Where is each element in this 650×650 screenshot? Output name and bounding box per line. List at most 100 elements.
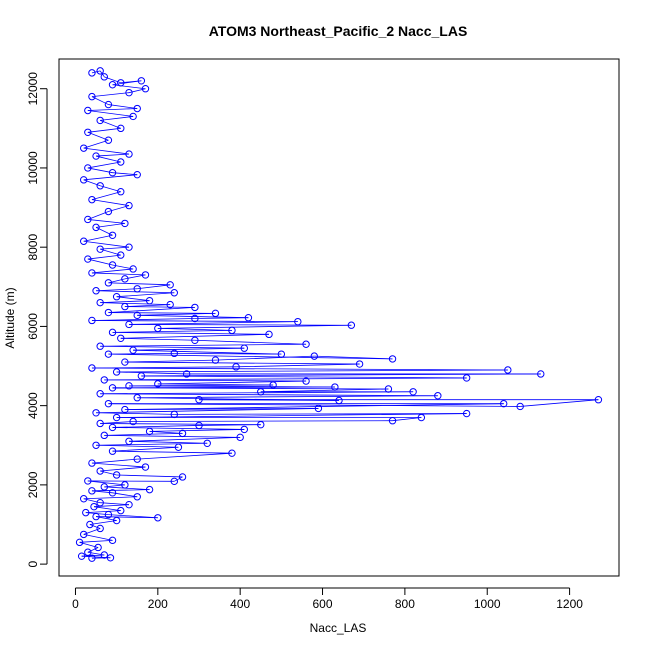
data-point [125, 243, 133, 251]
data-point [106, 554, 115, 562]
data-point [117, 334, 125, 342]
data-point [108, 81, 117, 89]
data-point [355, 360, 364, 368]
data-point [133, 311, 141, 320]
series-line-segment [87, 127, 121, 133]
data-point [86, 520, 94, 529]
series-line-segment [100, 246, 130, 250]
data-point [133, 455, 141, 463]
data-point [75, 538, 84, 547]
data-point [133, 493, 141, 501]
series-line-segment [87, 108, 138, 111]
x-axis-label: Nacc_LAS [310, 621, 367, 635]
data-point [84, 255, 92, 263]
y-tick-label: 4000 [26, 392, 40, 419]
series-line-segment [91, 272, 146, 276]
series-line-segment [87, 258, 113, 266]
series-line-segment [112, 331, 270, 335]
x-tick-label: 200 [148, 597, 168, 611]
data-point [129, 265, 137, 273]
series-line-segment [133, 349, 282, 355]
series-line-segment [89, 524, 101, 529]
data-point [314, 404, 323, 413]
series-line-segment [91, 92, 130, 98]
data-point [257, 420, 265, 429]
data-point [84, 477, 92, 485]
series-line-segment [157, 327, 232, 331]
series-line-segment [112, 425, 200, 428]
series-line-segment [83, 174, 138, 181]
data-point [170, 349, 178, 358]
data-point [92, 441, 100, 449]
data-point [240, 425, 248, 434]
data-point [100, 431, 108, 440]
series-line-segment [112, 84, 146, 90]
data-point [195, 421, 203, 430]
data-point [117, 188, 125, 196]
y-tick-label: 8000 [26, 234, 40, 261]
data-point [145, 485, 154, 494]
x-tick-label: 400 [230, 597, 250, 611]
data-point [121, 405, 129, 414]
y-tick-label: 12000 [26, 72, 40, 106]
data-point [108, 447, 117, 455]
data-point [191, 314, 199, 323]
data-point [269, 381, 277, 389]
data-point [117, 506, 125, 515]
series-line-segment [133, 420, 393, 422]
x-tick-label: 800 [395, 597, 415, 611]
series-line-segment [137, 284, 171, 290]
data-point [129, 346, 137, 354]
series-line-segment [87, 219, 125, 224]
series-line-segment [93, 506, 121, 512]
data-point [96, 499, 104, 507]
data-point [96, 419, 104, 428]
data-point [174, 443, 183, 451]
series-line-segment [194, 339, 307, 345]
data-point [178, 429, 187, 438]
series-line-segment [100, 421, 134, 424]
series-line-segment [85, 510, 121, 514]
series-line-segment [87, 547, 99, 553]
data-point [84, 106, 92, 115]
data-point [117, 124, 125, 133]
data-point [203, 439, 211, 447]
data-point [90, 502, 98, 511]
data-point [88, 269, 96, 277]
series-line-segment [128, 440, 208, 444]
series-line-segment [236, 363, 360, 368]
data-point [125, 150, 133, 158]
data-point [141, 271, 150, 279]
series-line-segment [112, 329, 232, 333]
data-point [166, 281, 174, 289]
data-point [121, 275, 129, 283]
series-line-segment [91, 320, 298, 323]
series-line-segment [141, 375, 467, 379]
series-line-segment [96, 288, 138, 292]
data-point [211, 309, 220, 318]
data-point [117, 251, 125, 259]
data-point [96, 524, 104, 533]
y-axis: 0 2000 4000 6000 8000 10000 12000 [26, 72, 48, 567]
data-point [434, 392, 442, 400]
data-point [133, 104, 141, 113]
series-line-segment [116, 474, 183, 478]
data-point [409, 388, 417, 396]
series-line-segment [104, 432, 183, 436]
data-point [84, 164, 92, 172]
series-line-segment [116, 292, 175, 298]
data-point [104, 350, 113, 358]
series-line-segment [81, 554, 105, 557]
data-point [96, 245, 104, 253]
data-point [121, 358, 129, 366]
data-point [104, 136, 113, 144]
series-line-segment [112, 172, 138, 176]
data-point [228, 449, 236, 457]
series-line-segment [133, 347, 245, 351]
series-line-segment [91, 318, 195, 321]
data-point [125, 88, 133, 97]
series-line-segment [91, 367, 508, 371]
data-point [125, 437, 133, 446]
data-point [121, 481, 129, 489]
